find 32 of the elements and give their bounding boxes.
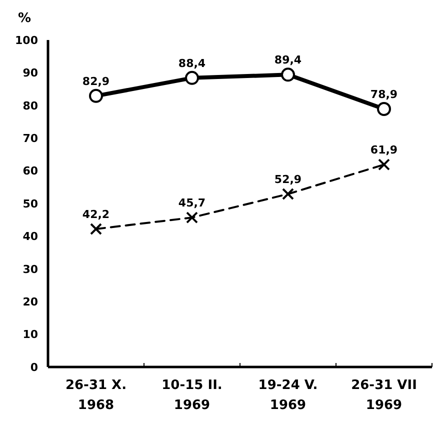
point bbox=[282, 188, 294, 200]
data-label: 52,9 bbox=[274, 173, 302, 186]
point bbox=[377, 102, 391, 116]
y-tick-label: 40 bbox=[22, 230, 38, 244]
y-tick-label: 20 bbox=[22, 295, 38, 308]
point bbox=[281, 68, 295, 82]
point bbox=[186, 212, 198, 224]
data-label: 78,9 bbox=[370, 88, 398, 101]
x-tick-label: 26-31 X. 1968 bbox=[65, 378, 127, 413]
data-label: 61,9 bbox=[370, 144, 398, 157]
data-label: 88,4 bbox=[178, 56, 206, 70]
y-tick-label: 80 bbox=[22, 99, 38, 112]
y-tick-label: 30 bbox=[22, 262, 38, 276]
x-tick-label: 19-24 V. 1969 bbox=[258, 378, 318, 413]
x-tick-label: 10-15 II. 1969 bbox=[162, 378, 222, 413]
data-label: 82,9 bbox=[82, 74, 110, 88]
data-label: 45,7 bbox=[178, 196, 206, 210]
point bbox=[185, 70, 199, 85]
point bbox=[89, 88, 103, 103]
point bbox=[378, 158, 390, 171]
y-tick-label: 60 bbox=[22, 164, 38, 178]
data-label: 89,4 bbox=[274, 54, 302, 67]
y-tick-label: 70 bbox=[22, 132, 38, 145]
point bbox=[90, 223, 102, 236]
y-tick-label: 10 bbox=[22, 328, 38, 342]
x-tick-label: 26-31 VII 1969 bbox=[351, 378, 417, 413]
y-tick-label: 90 bbox=[22, 66, 38, 80]
y-tick-label: 50 bbox=[22, 197, 38, 210]
y-tick-label: 100 bbox=[15, 34, 38, 47]
y-tick-label: 0 bbox=[30, 360, 38, 374]
y-axis-title: % bbox=[18, 11, 32, 26]
data-label: 42,2 bbox=[82, 208, 110, 222]
